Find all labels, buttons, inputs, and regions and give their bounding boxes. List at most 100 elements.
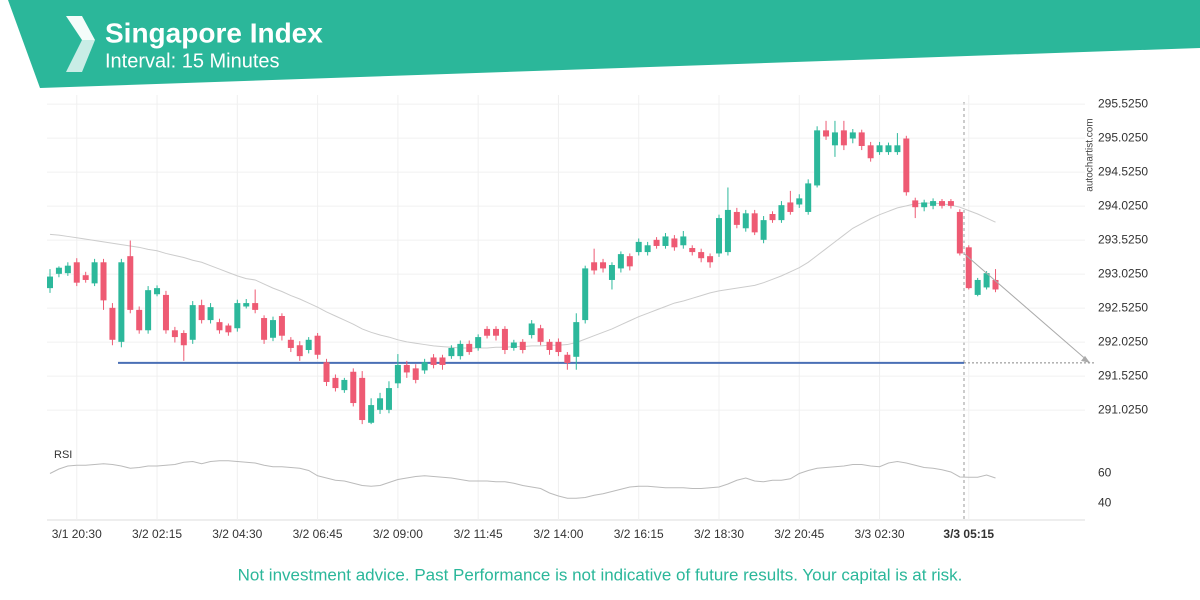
candle-body	[947, 201, 954, 206]
candle-body	[787, 202, 794, 212]
candle-body	[965, 247, 972, 289]
y-tick-label: 291.5250	[1098, 368, 1148, 382]
candle-body	[528, 323, 535, 336]
logo	[66, 16, 95, 72]
candle-body	[385, 388, 392, 410]
candle-body	[421, 362, 428, 371]
projection-arrow	[963, 253, 1091, 364]
candle-body	[510, 342, 517, 348]
candle-body	[885, 145, 892, 153]
candle-body	[876, 145, 883, 153]
x-tick-label: 3/3 05:15	[943, 527, 994, 541]
candle-body	[778, 205, 785, 221]
y-tick-label: 60	[1098, 466, 1112, 480]
candle-body	[127, 256, 134, 310]
candle-body	[519, 341, 526, 350]
candle-body	[287, 339, 294, 348]
y-tick-label: 295.5250	[1098, 96, 1148, 110]
candle-body	[136, 309, 143, 331]
y-tick-label: 292.0250	[1098, 334, 1148, 348]
x-tick-label: 3/2 20:45	[774, 527, 824, 541]
candle-body	[296, 345, 303, 357]
candle-body	[82, 275, 89, 280]
candle-body	[769, 214, 776, 221]
candle-body	[653, 239, 660, 246]
candle-body	[849, 132, 856, 139]
candle-body	[270, 320, 276, 338]
candle-body	[484, 328, 491, 336]
candle-body	[323, 362, 330, 382]
candle-body	[154, 288, 161, 295]
candle-body	[573, 322, 580, 357]
candle-body	[368, 405, 375, 423]
y-tick-label: 293.5250	[1098, 232, 1148, 246]
candle-body	[493, 328, 499, 336]
candle-body	[243, 303, 250, 307]
x-tick-label: 3/2 11:45	[454, 527, 503, 541]
x-tick-label: 3/1 20:30	[52, 527, 102, 541]
candle-body	[189, 305, 196, 340]
candle-body	[742, 213, 749, 229]
candle-body	[198, 305, 205, 321]
candle-body	[439, 357, 446, 365]
x-tick-label: 3/2 14:00	[533, 527, 583, 541]
candle-body	[314, 335, 321, 355]
candle-body	[760, 220, 767, 240]
candle-body	[912, 200, 919, 208]
candle-body	[823, 130, 830, 137]
candle-body	[983, 273, 990, 288]
candle-body	[55, 267, 62, 274]
candle-body	[724, 209, 731, 253]
candle-body	[501, 328, 508, 350]
candle-body	[118, 262, 125, 342]
candle-body	[974, 279, 981, 295]
panel-title: RSI	[54, 449, 72, 461]
candle-body	[858, 132, 865, 146]
y-tick-label: 294.5250	[1098, 164, 1148, 178]
header-title: Singapore Index	[105, 17, 323, 48]
candle-body	[394, 364, 401, 384]
candle-body	[564, 354, 571, 363]
candle-body	[635, 241, 642, 253]
candle-body	[840, 130, 847, 146]
candle-body	[252, 303, 259, 310]
candle-body	[91, 262, 98, 284]
candle-body	[278, 316, 285, 336]
candle-body	[903, 138, 910, 193]
candle-body	[341, 379, 348, 391]
candle-body	[707, 256, 714, 263]
candle-body	[617, 254, 624, 269]
candle-body	[546, 341, 553, 350]
candle-body	[145, 290, 152, 331]
x-tick-label: 3/2 16:15	[614, 527, 664, 541]
candle-body	[992, 279, 999, 290]
candle-body	[350, 371, 357, 404]
candle-body	[412, 368, 419, 380]
candle-body	[644, 245, 651, 253]
candle-body	[466, 343, 473, 353]
candle-body	[867, 145, 874, 159]
y-tick-label: 292.5250	[1098, 300, 1148, 314]
candle-body	[582, 268, 589, 321]
header-subtitle: Interval: 15 Minutes	[105, 50, 280, 72]
candle-body	[225, 325, 232, 333]
candle-body	[671, 238, 678, 248]
candle-body	[162, 294, 169, 331]
x-tick-label: 3/2 18:30	[694, 527, 744, 541]
candle-body	[100, 262, 107, 301]
candle-body	[448, 347, 455, 357]
candle-body	[939, 201, 945, 206]
candle-body	[216, 322, 223, 331]
candle-body	[680, 236, 687, 246]
y-tick-label: 293.0250	[1098, 266, 1148, 280]
candle-body	[377, 398, 384, 410]
header-band	[8, 0, 1200, 88]
candle-body	[555, 341, 562, 353]
candle-body	[814, 130, 821, 186]
y-tick-label: 294.0250	[1098, 198, 1148, 212]
candle-body	[403, 364, 410, 373]
candle-body	[591, 262, 598, 271]
candle-body	[600, 262, 607, 269]
candle-body	[716, 218, 722, 254]
